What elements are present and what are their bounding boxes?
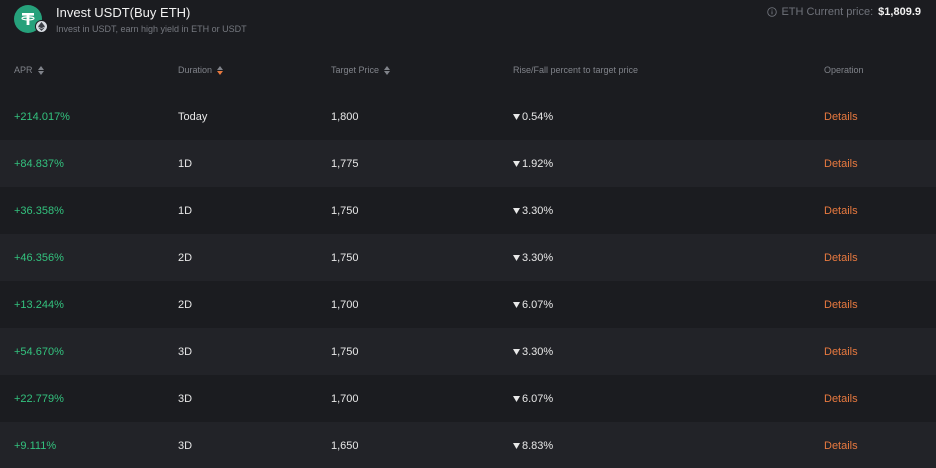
column-label-operation: Operation bbox=[824, 65, 864, 75]
target-price-cell: 1,650 bbox=[331, 439, 359, 452]
rise-fall-cell: 6.07% bbox=[513, 375, 553, 422]
table-row[interactable]: +54.670% 3D 1,750 3.30% Details bbox=[0, 328, 936, 375]
details-link[interactable]: Details bbox=[824, 251, 858, 264]
rise-fall-cell: 3.30% bbox=[513, 328, 553, 375]
triangle-down-icon bbox=[513, 254, 520, 261]
table-row[interactable]: +214.017% Today 1,800 0.54% Details bbox=[0, 93, 936, 140]
column-label-rise-fall: Rise/Fall percent to target price bbox=[513, 65, 639, 75]
target-price-cell: 1,750 bbox=[331, 345, 359, 358]
price-value: $1,809.9 bbox=[878, 6, 921, 18]
apr-cell: +22.779% bbox=[14, 392, 64, 405]
table-row[interactable]: +36.358% 1D 1,750 3.30% Details bbox=[0, 187, 936, 234]
duration-cell: 2D bbox=[178, 251, 193, 264]
column-label-apr: APR bbox=[14, 65, 33, 75]
target-price-cell: 1,700 bbox=[331, 298, 359, 311]
rise-fall-cell: 3.30% bbox=[513, 187, 553, 234]
triangle-down-icon bbox=[513, 442, 520, 449]
product-title: Invest USDT(Buy ETH) bbox=[56, 5, 191, 20]
rise-fall-value: 3.30% bbox=[522, 345, 554, 358]
rise-fall-cell: 0.54% bbox=[513, 93, 553, 140]
rise-fall-value: 0.54% bbox=[522, 110, 554, 123]
duration-cell: 1D bbox=[178, 157, 193, 170]
triangle-down-icon bbox=[513, 207, 520, 214]
duration-cell: 3D bbox=[178, 392, 193, 405]
rise-fall-cell: 6.07% bbox=[513, 281, 553, 328]
rise-fall-cell: 3.30% bbox=[513, 234, 553, 281]
column-header-operation: Operation bbox=[824, 52, 864, 88]
product-table-body: +214.017% Today 1,800 0.54% Details +84.… bbox=[0, 93, 936, 468]
apr-cell: +214.017% bbox=[14, 110, 70, 123]
rise-fall-cell: 8.83% bbox=[513, 422, 553, 468]
duration-cell: 3D bbox=[178, 345, 193, 358]
ethereum-icon bbox=[35, 20, 48, 33]
tether-icon bbox=[14, 5, 42, 33]
rise-fall-value: 6.07% bbox=[522, 392, 554, 405]
rise-fall-value: 8.83% bbox=[522, 439, 554, 452]
column-header-rise-fall: Rise/Fall percent to target price bbox=[513, 52, 638, 88]
apr-cell: +9.111% bbox=[14, 439, 57, 452]
sort-icon[interactable] bbox=[37, 65, 44, 75]
target-price-cell: 1,775 bbox=[331, 157, 359, 170]
triangle-down-icon bbox=[513, 113, 520, 120]
sort-icon[interactable] bbox=[384, 65, 391, 75]
triangle-down-icon bbox=[513, 301, 520, 308]
triangle-down-icon bbox=[513, 160, 520, 167]
rise-fall-cell: 1.92% bbox=[513, 140, 553, 187]
details-link[interactable]: Details bbox=[824, 157, 858, 170]
duration-cell: 1D bbox=[178, 204, 193, 217]
details-link[interactable]: Details bbox=[824, 392, 858, 405]
apr-cell: +84.837% bbox=[14, 157, 64, 170]
sort-icon[interactable] bbox=[217, 65, 224, 75]
table-row[interactable]: +22.779% 3D 1,700 6.07% Details bbox=[0, 375, 936, 422]
table-header: APR Duration Target Price Rise/Fall perc… bbox=[0, 52, 936, 88]
column-header-duration[interactable]: Duration bbox=[178, 52, 224, 88]
column-label-duration: Duration bbox=[178, 65, 213, 75]
product-header: Invest USDT(Buy ETH) Invest in USDT, ear… bbox=[0, 0, 936, 48]
duration-cell: 2D bbox=[178, 298, 193, 311]
duration-cell: Today bbox=[178, 110, 208, 123]
details-link[interactable]: Details bbox=[824, 204, 858, 217]
column-header-target-price[interactable]: Target Price bbox=[331, 52, 391, 88]
rise-fall-value: 6.07% bbox=[522, 298, 554, 311]
apr-cell: +46.356% bbox=[14, 251, 64, 264]
details-link[interactable]: Details bbox=[824, 298, 858, 311]
apr-cell: +36.358% bbox=[14, 204, 64, 217]
info-icon[interactable] bbox=[767, 7, 778, 17]
column-label-target-price: Target Price bbox=[331, 65, 380, 75]
details-link[interactable]: Details bbox=[824, 110, 858, 123]
triangle-down-icon bbox=[513, 395, 520, 402]
target-price-cell: 1,700 bbox=[331, 392, 359, 405]
rise-fall-value: 3.30% bbox=[522, 204, 554, 217]
target-price-cell: 1,800 bbox=[331, 110, 359, 123]
product-subtitle: Invest in USDT, earn high yield in ETH o… bbox=[56, 24, 247, 34]
price-label: ETH Current price: bbox=[781, 6, 874, 18]
eth-price-display: ETH Current price: $1,809.9 bbox=[767, 6, 921, 18]
table-row[interactable]: +13.244% 2D 1,700 6.07% Details bbox=[0, 281, 936, 328]
details-link[interactable]: Details bbox=[824, 345, 858, 358]
table-row[interactable]: +46.356% 2D 1,750 3.30% Details bbox=[0, 234, 936, 281]
triangle-down-icon bbox=[513, 348, 520, 355]
table-row[interactable]: +9.111% 3D 1,650 8.83% Details bbox=[0, 422, 936, 468]
target-price-cell: 1,750 bbox=[331, 204, 359, 217]
details-link[interactable]: Details bbox=[824, 439, 858, 452]
column-header-apr[interactable]: APR bbox=[14, 52, 44, 88]
target-price-cell: 1,750 bbox=[331, 251, 359, 264]
duration-cell: 3D bbox=[178, 439, 193, 452]
apr-cell: +54.670% bbox=[14, 345, 64, 358]
rise-fall-value: 3.30% bbox=[522, 251, 554, 264]
table-row[interactable]: +84.837% 1D 1,775 1.92% Details bbox=[0, 140, 936, 187]
rise-fall-value: 1.92% bbox=[522, 157, 554, 170]
apr-cell: +13.244% bbox=[14, 298, 64, 311]
